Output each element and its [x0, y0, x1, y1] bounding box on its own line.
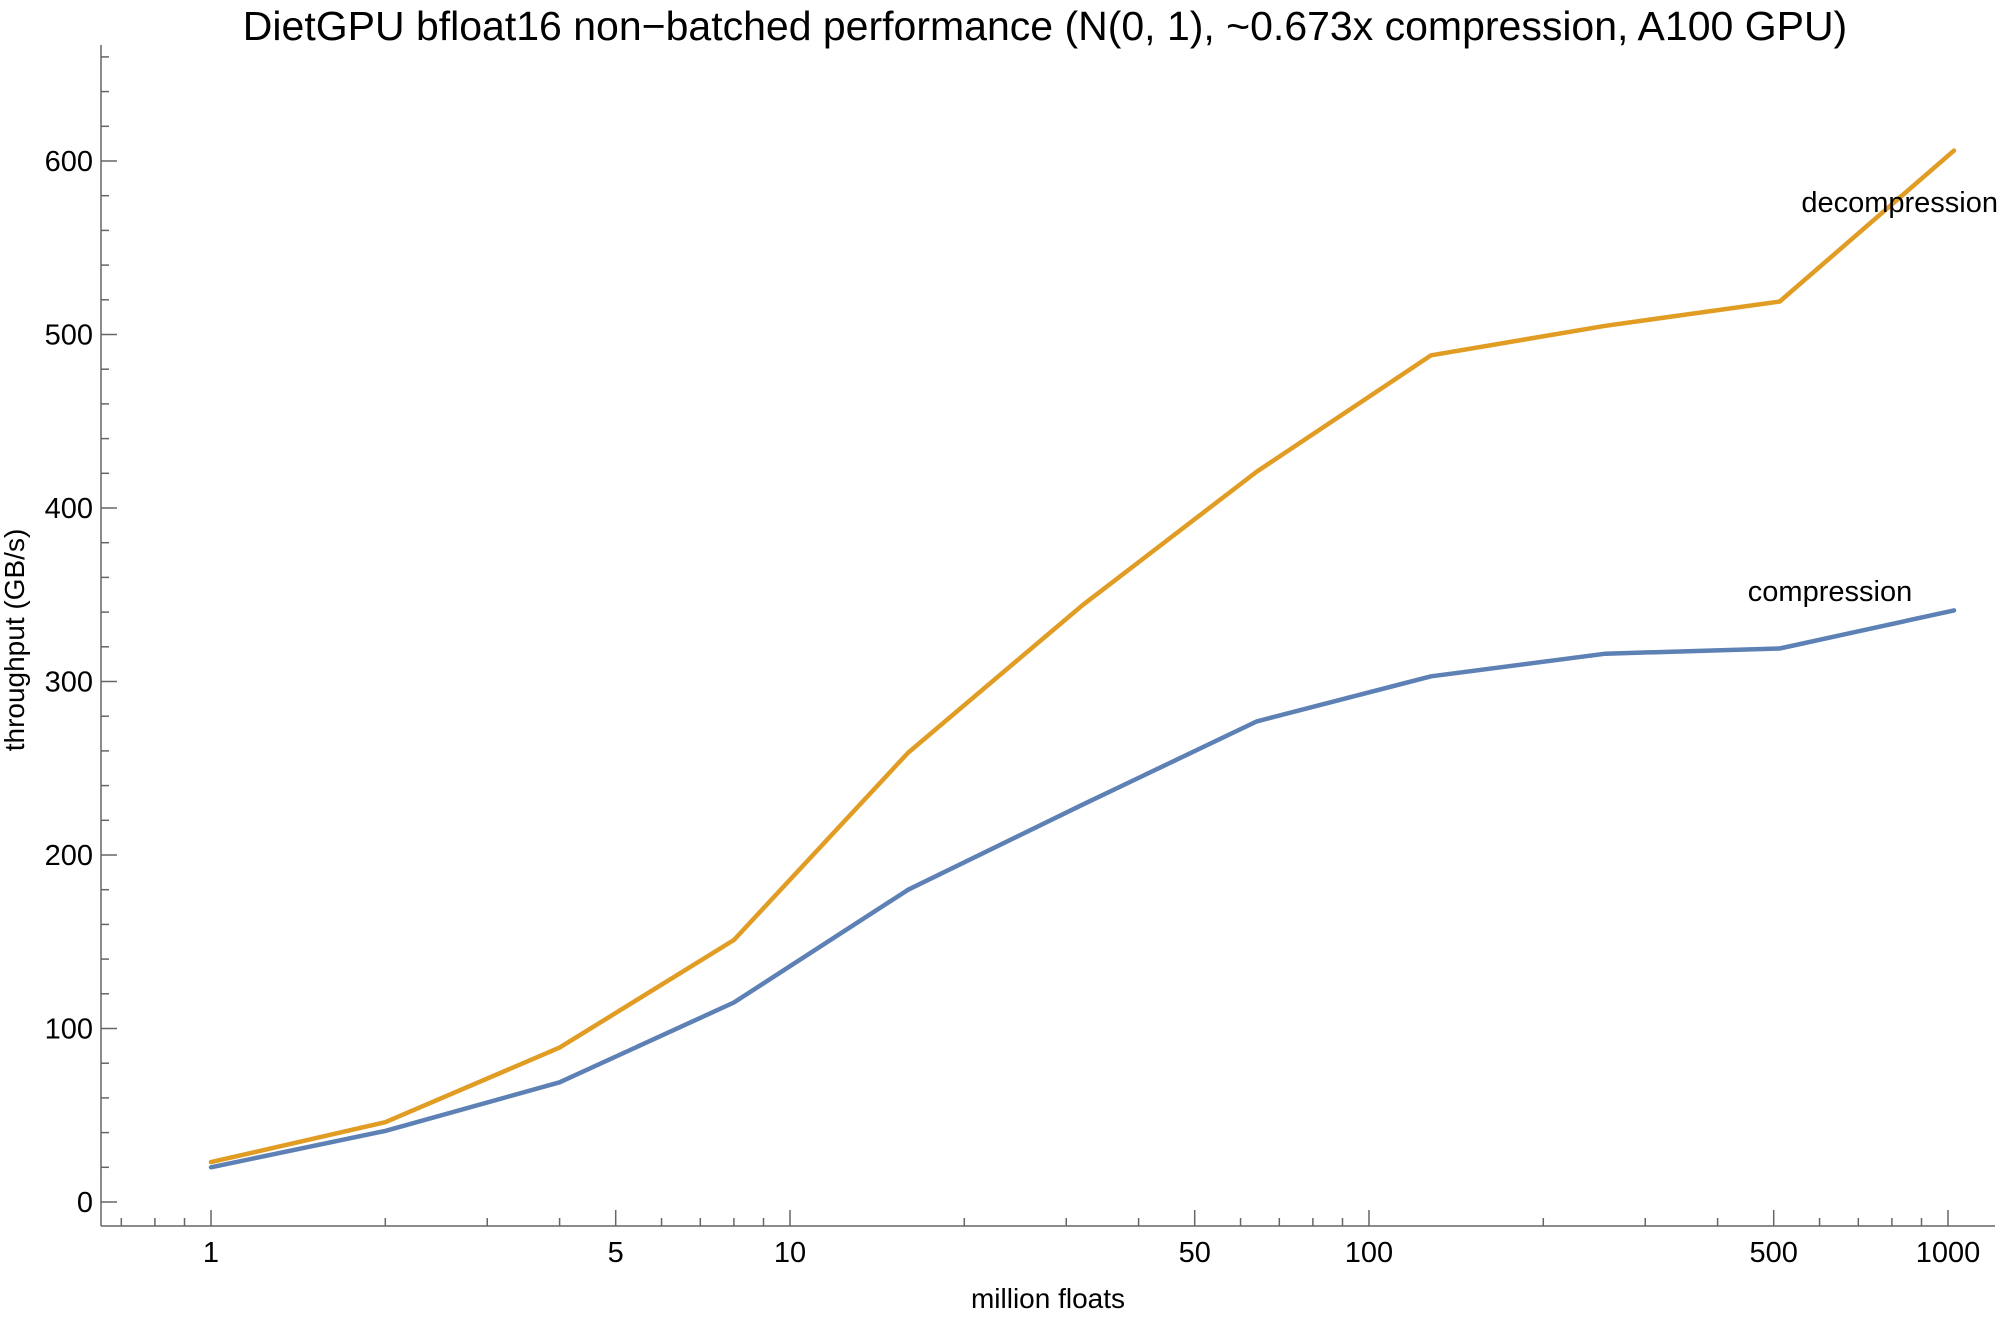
- x-tick-label: 50: [1179, 1237, 1211, 1269]
- series-line-compression: [208, 608, 1957, 1170]
- series-label-compression: compression: [1748, 576, 1912, 608]
- x-axis-tick-labels: 1 5 10 50 100 500 1000: [203, 1237, 1980, 1269]
- y-tick-label: 100: [45, 1014, 93, 1046]
- y-axis-label: throughput (GB/s): [0, 529, 30, 752]
- y-tick-label: 0: [77, 1187, 93, 1219]
- y-tick-label: 600: [45, 146, 93, 178]
- y-axis-ticks: [101, 56, 117, 1203]
- chart-title: DietGPU bfloat16 non−batched performance…: [243, 3, 1847, 49]
- y-tick-label: 300: [45, 667, 93, 699]
- x-tick-label: 100: [1345, 1237, 1393, 1269]
- series-lines: [208, 148, 1957, 1170]
- series-label-decompression: decompression: [1801, 187, 1998, 219]
- y-axis-tick-labels: 0 100 200 300 400 500 600: [45, 146, 93, 1219]
- x-tick-label: 5: [608, 1237, 624, 1269]
- series-line-decompression: [208, 148, 1957, 1165]
- x-tick-label: 1000: [1916, 1237, 1981, 1269]
- y-tick-label: 200: [45, 840, 93, 872]
- y-tick-label: 500: [45, 320, 93, 352]
- x-tick-label: 500: [1750, 1237, 1798, 1269]
- y-tick-label: 400: [45, 493, 93, 525]
- x-tick-label: 10: [774, 1237, 806, 1269]
- x-axis-label: million floats: [971, 1283, 1125, 1314]
- x-tick-label: 1: [203, 1237, 219, 1269]
- x-axis-ticks: [120, 1210, 1949, 1226]
